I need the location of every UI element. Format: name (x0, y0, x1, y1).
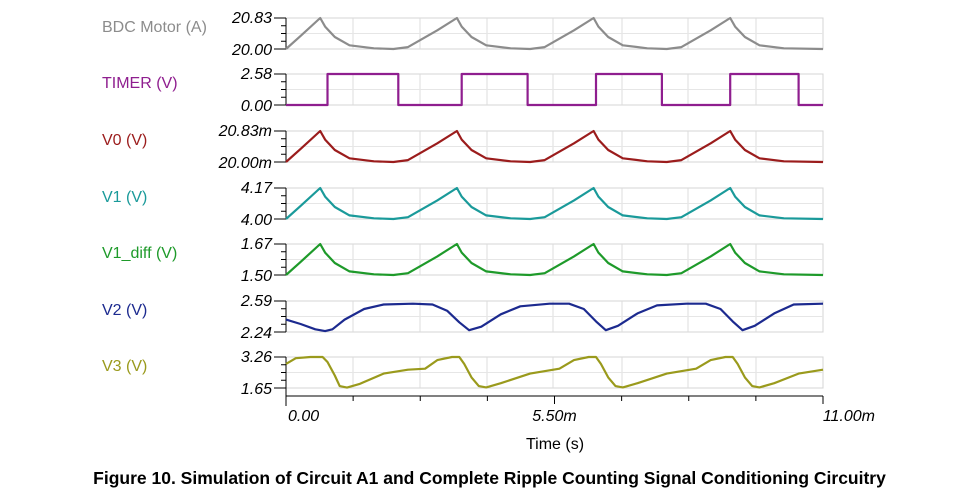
x-axis-label: Time (s) (526, 436, 584, 453)
series-label: V1_diff (V) (102, 245, 177, 262)
series-line (285, 16, 824, 51)
series-line (286, 72, 823, 107)
series-label: V2 (V) (102, 302, 147, 319)
series-label: V3 (V) (102, 358, 147, 375)
panel-3: V0 (V) 20.83m 20.00m (102, 123, 824, 172)
y-tick-label-bottom: 20.00m (218, 155, 272, 172)
x-tick-label: 11.00m (823, 408, 875, 425)
panel-5: V1_diff (V) 1.67 1.50 (102, 236, 824, 285)
y-tick-label-bottom: 20.00 (231, 42, 272, 59)
y-tick-label-bottom: 2.24 (240, 325, 272, 342)
y-tick-label-top: 4.17 (241, 180, 273, 197)
x-tick-label: 5.50m (532, 408, 576, 425)
series-line (285, 355, 824, 389)
panel-4: V1 (V) 4.17 4.00 (102, 180, 824, 229)
series-label: BDC Motor (A) (102, 19, 207, 36)
y-tick-label-top: 20.83 (231, 10, 272, 27)
figure-caption: Figure 10. Simulation of Circuit A1 and … (93, 468, 886, 488)
y-tick-label-bottom: 4.00 (241, 212, 272, 229)
y-tick-label-bottom: 1.50 (241, 268, 272, 285)
x-tick-label: 0.00 (288, 408, 319, 425)
series-line (285, 129, 824, 164)
y-tick-label-bottom: 1.65 (241, 381, 272, 398)
series-line (285, 302, 824, 333)
panel-1: BDC Motor (A) 20.83 20.00 (102, 10, 824, 59)
y-tick-label-top: 3.26 (241, 349, 272, 366)
series-label: TIMER (V) (102, 75, 178, 92)
panel-2: TIMER (V) 2.58 0.00 (102, 66, 824, 115)
y-tick-label-bottom: 0.00 (241, 98, 272, 115)
y-tick-label-top: 2.59 (240, 293, 272, 310)
series-line (285, 186, 824, 221)
panel-7: V3 (V) 3.26 1.65 (102, 349, 824, 398)
series-label: V0 (V) (102, 132, 147, 149)
series-line (285, 242, 824, 277)
y-tick-label-top: 2.58 (240, 66, 272, 83)
x-axis: 0.00 5.50m 11.00m (285, 388, 875, 425)
y-tick-label-top: 20.83m (218, 123, 272, 140)
simulation-chart: BDC Motor (A) 20.83 20.00 TIMER (V) 2.58 0.00… (102, 10, 875, 453)
y-tick-label-top: 1.67 (241, 236, 273, 253)
series-label: V1 (V) (102, 189, 147, 206)
panel-6: V2 (V) 2.59 2.24 (102, 293, 824, 342)
